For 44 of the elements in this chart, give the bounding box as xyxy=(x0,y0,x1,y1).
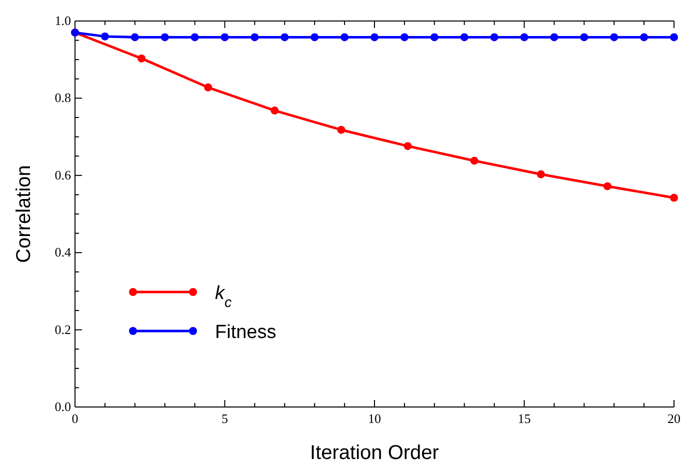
point xyxy=(270,106,279,115)
x-tick-label: 5 xyxy=(222,411,228,426)
point xyxy=(670,194,678,202)
legend-label: k$_{c}$ xyxy=(215,283,232,311)
point xyxy=(610,33,618,42)
point xyxy=(190,33,199,42)
y-tick-label: 0.4 xyxy=(54,244,72,260)
x-tick-label: 10 xyxy=(368,411,381,426)
point xyxy=(520,33,528,42)
point xyxy=(536,170,545,178)
point xyxy=(130,33,139,42)
y-tick-label: 0.0 xyxy=(54,399,71,414)
point xyxy=(220,33,229,42)
legend-label: Fitness xyxy=(215,322,276,343)
point xyxy=(310,33,319,42)
point xyxy=(250,33,259,42)
y-axis-title: Correlation xyxy=(13,165,35,263)
point xyxy=(340,33,349,42)
point xyxy=(337,126,346,134)
x-tick-label: 20 xyxy=(668,411,680,426)
point xyxy=(460,33,468,42)
y-tick-label: 0.8 xyxy=(54,90,71,106)
point xyxy=(470,156,478,165)
point xyxy=(160,33,169,42)
point xyxy=(490,33,498,42)
y-tick-label: 0.6 xyxy=(54,167,72,182)
x-tick-label: 15 xyxy=(518,411,531,426)
point xyxy=(430,33,438,42)
point xyxy=(138,54,146,62)
y-tick-label: 0.2 xyxy=(54,322,71,337)
point xyxy=(640,33,648,42)
point xyxy=(404,142,412,150)
x-axis-title: Iteration Order xyxy=(310,442,440,464)
point xyxy=(204,83,212,92)
point xyxy=(580,33,588,42)
point xyxy=(370,33,378,42)
point xyxy=(400,33,408,42)
point xyxy=(100,32,109,40)
x-tick-label: 0 xyxy=(72,411,78,426)
y-tick-label: 1.0 xyxy=(54,13,71,28)
point xyxy=(603,182,612,190)
point xyxy=(670,33,678,42)
point xyxy=(550,33,558,42)
point xyxy=(280,33,289,42)
